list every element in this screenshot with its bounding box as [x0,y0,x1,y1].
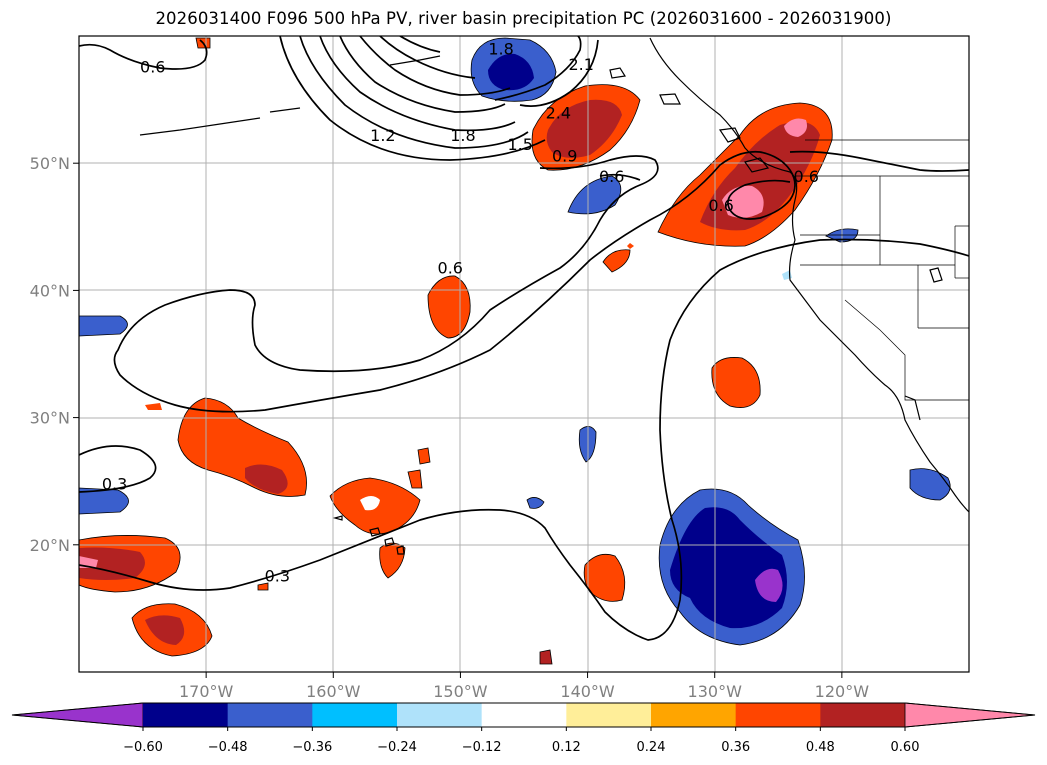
pv-contour-label: 0.6 [794,167,819,186]
colorbar-swatch [397,703,483,727]
colorbar-tick-label: 0.12 [552,740,581,755]
pv-contour-label: 0.3 [265,566,290,585]
colorbar-tick-label: −0.12 [462,740,502,755]
map-title: 2026031400 F096 500 hPa PV, river basin … [155,9,892,28]
colorbar-tick-label: 0.24 [637,740,666,755]
map-frame [78,35,970,673]
colorbar-swatch [481,703,567,727]
lat-tick-label: 30°N [30,409,70,428]
pv-contour-label: 1.8 [488,40,513,59]
colorbar-swatch [735,703,821,727]
lon-tick-label: 160°W [306,682,361,701]
lon-tick-label: 170°W [179,682,234,701]
lon-tick-labels: 170°W 160°W 150°W 140°W 130°W 120°W [179,672,869,701]
colorbar-swatch [651,703,737,727]
colorbar-tick-label: 0.60 [891,740,920,755]
pv-contour-label: 2.1 [568,55,593,74]
lon-tick-label: 140°W [560,682,615,701]
colorbar-extend-max [904,702,1036,728]
colorbar-tick-label: −0.48 [208,740,248,755]
pv-contour-labels: 1.8 2.1 2.4 1.2 1.8 1.5 0.9 0.6 0.6 0.6 0.6 0.6 0.3 0… [102,40,819,586]
lat-tick-label: 40°N [30,281,70,300]
pv-contour-label: 1.2 [370,126,395,145]
political-borders [795,139,969,401]
pv-contour-label: 0.6 [438,259,463,278]
colorbar-extend-min [11,702,144,728]
colorbar: −0.60 −0.48 −0.36 −0.24 −0.12 0.12 0.24 0.36 0.4… [11,702,1036,755]
lon-tick-label: 130°W [688,682,743,701]
precip-region-33n-pos [711,357,761,408]
precip-regions [79,37,951,665]
colorbar-tick-label: 0.48 [806,740,835,755]
pv-contour-label: 0.6 [599,167,624,186]
pv-contour-label: 0.9 [552,147,577,166]
colorbar-swatch [227,703,313,727]
colorbar-swatch [566,703,652,727]
colorbar-swatch [312,703,398,727]
lat-tick-labels: 50°N 40°N 30°N 20°N [30,154,79,555]
pv-contour-label: 0.6 [140,58,165,77]
colorbar-swatch [820,703,906,727]
pv-contour-label: 0.3 [102,475,127,494]
pv-contour-label: 2.4 [546,103,571,122]
lon-tick-label: 120°W [815,682,870,701]
colorbar-swatch [143,703,229,727]
pv-contours [79,36,969,641]
pv-contour-label: 1.5 [507,135,532,154]
lat-tick-label: 20°N [30,536,70,555]
colorbar-tick-label: −0.24 [377,740,417,755]
lat-tick-label: 50°N [30,154,70,173]
map-area [79,36,969,672]
colorbar-tick-label: −0.36 [292,740,332,755]
coastlines [139,37,969,555]
lon-tick-label: 150°W [433,682,488,701]
colorbar-tick-label: 0.36 [721,740,750,755]
pv-contour-label: 0.6 [708,196,733,215]
pv-contour-label: 1.8 [450,126,475,145]
colorbar-tick-label: −0.60 [123,740,163,755]
